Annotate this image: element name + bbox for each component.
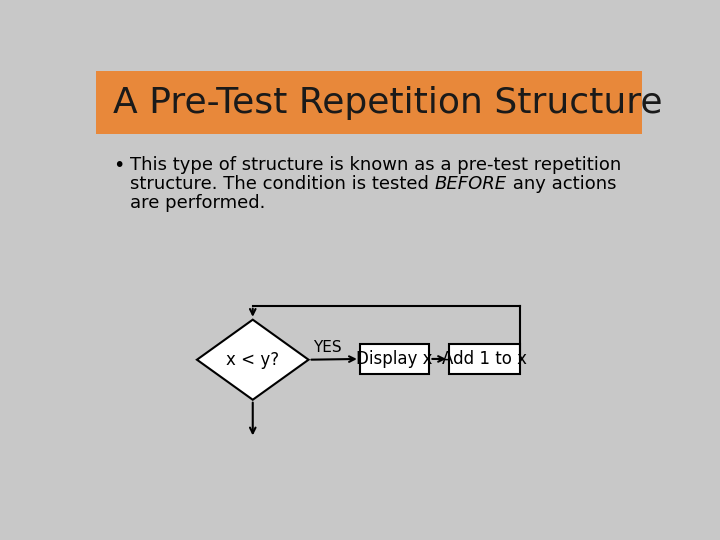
Text: structure. The condition is tested: structure. The condition is tested xyxy=(130,175,435,193)
Text: Display x: Display x xyxy=(356,350,433,368)
Text: BEFORE: BEFORE xyxy=(435,175,507,193)
Bar xyxy=(96,71,642,134)
FancyBboxPatch shape xyxy=(449,345,520,374)
Text: YES: YES xyxy=(313,340,342,355)
Text: any actions: any actions xyxy=(507,175,616,193)
Text: Add 1 to x: Add 1 to x xyxy=(442,350,527,368)
Text: A Pre-Test Repetition Structure: A Pre-Test Repetition Structure xyxy=(113,85,662,119)
Text: •: • xyxy=(113,156,125,174)
Text: This type of structure is known as a pre-test repetition: This type of structure is known as a pre… xyxy=(130,156,621,174)
Text: x < y?: x < y? xyxy=(226,350,279,369)
Text: are performed.: are performed. xyxy=(130,194,266,212)
Polygon shape xyxy=(197,320,309,400)
FancyBboxPatch shape xyxy=(360,345,429,374)
